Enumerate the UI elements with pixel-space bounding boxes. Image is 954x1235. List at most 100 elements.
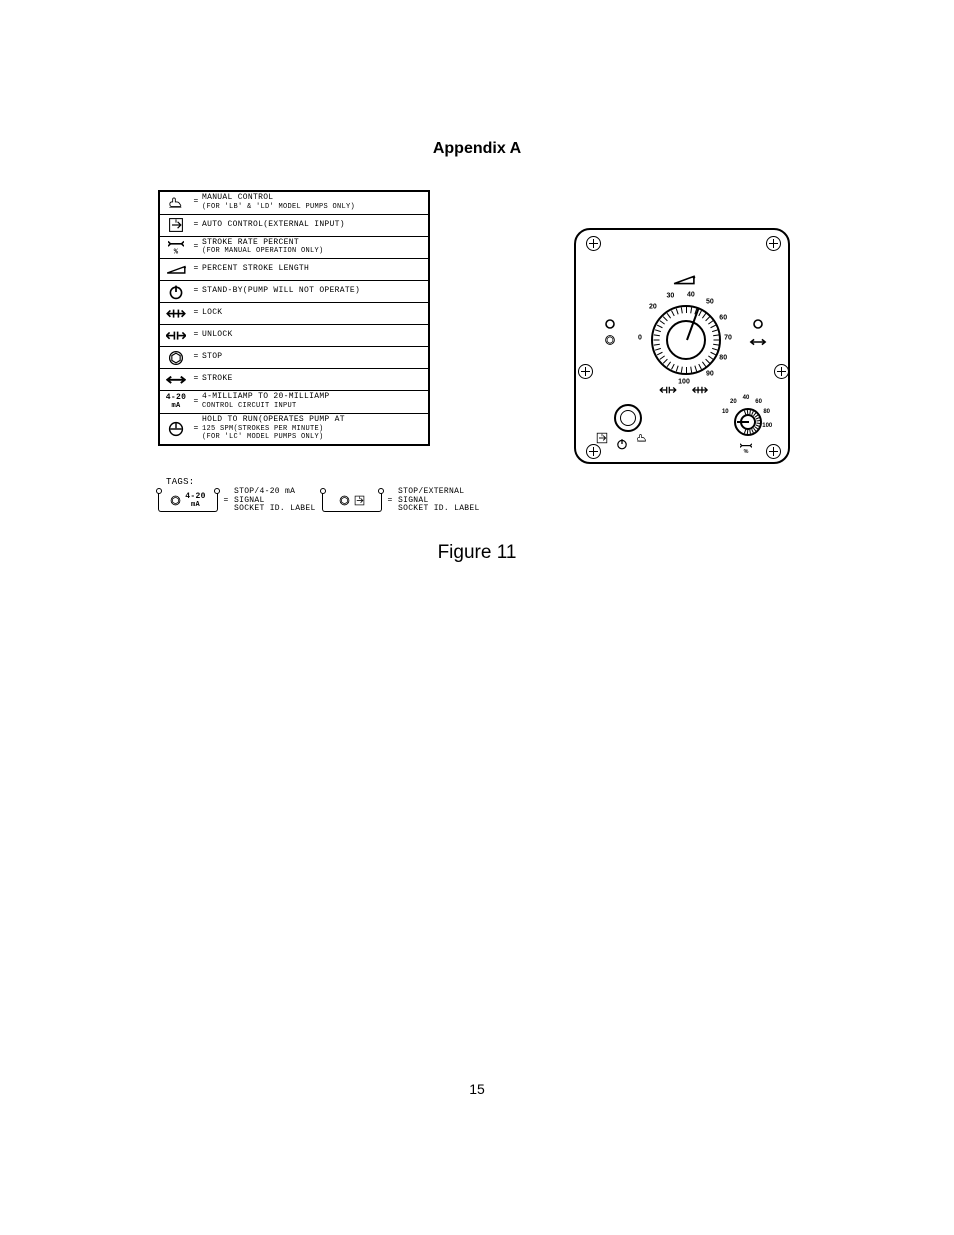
equals-sign: = xyxy=(190,198,202,207)
dial-label: 10 xyxy=(722,409,729,415)
four-twenty-icon: 4-20mA xyxy=(162,394,190,410)
legend-label: LOCK xyxy=(202,309,424,318)
legend-row: % =STROKE RATE PERCENT(FOR MANUAL OPERAT… xyxy=(160,237,428,260)
dial-label: 90 xyxy=(706,370,714,377)
dial-label: 60 xyxy=(719,315,727,322)
equals-sign: = xyxy=(190,398,202,407)
equals-sign: = xyxy=(190,331,202,340)
open-circle-icon xyxy=(605,319,616,330)
symbol-legend-table: =MANUAL CONTROL(FOR 'LB' & 'LD' MODEL PU… xyxy=(158,190,430,446)
screw-icon xyxy=(586,236,601,251)
legend-row: =HOLD TO RUN(OPERATES PUMP AT125 spm(STR… xyxy=(160,414,428,444)
legend-row: =STROKE xyxy=(160,369,428,391)
equals-sign: = xyxy=(190,221,202,230)
tags-section: TAGS: 4-20mA = STOP/4-20 mASIGNALSOCKET ID… xyxy=(158,476,518,514)
legend-label: MANUAL CONTROL(FOR 'LB' & 'LD' MODEL PUM… xyxy=(202,194,424,212)
wedge-icon xyxy=(162,265,190,275)
screw-icon xyxy=(774,364,789,379)
figure-caption: Figure 11 xyxy=(0,542,954,564)
legend-label: STROKE RATE PERCENT(FOR MANUAL OPERATION… xyxy=(202,239,424,257)
equals-sign: = xyxy=(190,375,202,384)
legend-row: =STAND-BY(PUMP WILL NOT OPERATE) xyxy=(160,281,428,303)
dial-label: 70 xyxy=(724,335,732,342)
standby-icon xyxy=(162,284,190,300)
equals-sign: = xyxy=(190,243,202,252)
auto-arrow-icon xyxy=(162,217,190,233)
standby-icon xyxy=(616,438,628,450)
screw-icon xyxy=(578,364,593,379)
hand-icon xyxy=(162,197,190,208)
unlock-icon xyxy=(660,385,677,394)
tag-label: STOP/EXTERNALSIGNALSOCKET ID. LABEL xyxy=(398,488,482,513)
rate-percent-icon: % xyxy=(740,442,752,454)
dial-label: 80 xyxy=(763,409,770,415)
mode-button xyxy=(614,404,642,432)
legend-label: STOP xyxy=(202,353,424,362)
control-panel-diagram: 0 20 30 40 50 60 70 80 90 100 xyxy=(574,228,790,464)
page-number: 15 xyxy=(0,1081,954,1097)
appendix-title: Appendix A xyxy=(0,140,954,158)
tags-heading: TAGS: xyxy=(166,478,518,487)
legend-row: =UNLOCK xyxy=(160,325,428,347)
stroke-icon xyxy=(750,338,767,346)
open-circle-icon xyxy=(753,319,764,330)
legend-row: =PERCENT STROKE LENGTH xyxy=(160,259,428,281)
dial-label: 20 xyxy=(730,399,737,405)
equals-sign: = xyxy=(386,497,394,505)
equals-sign: = xyxy=(222,497,230,505)
tag-socket-icon xyxy=(322,491,382,512)
dial-label: 0 xyxy=(638,335,642,342)
lock-icon xyxy=(162,308,190,319)
legend-row: =LOCK xyxy=(160,303,428,325)
rate-percent-icon: % xyxy=(162,239,190,255)
equals-sign: = xyxy=(190,309,202,318)
wedge-icon xyxy=(672,275,696,286)
hold-run-icon xyxy=(162,421,190,437)
legend-label: UNLOCK xyxy=(202,331,424,340)
dial-label: 100 xyxy=(678,379,690,386)
legend-row: =STOP xyxy=(160,347,428,369)
stroke-rate-dial xyxy=(734,408,762,436)
dial-label: 100 xyxy=(762,423,772,429)
auto-arrow-icon xyxy=(354,495,365,506)
unlock-icon xyxy=(162,330,190,341)
dial-label: 50 xyxy=(706,299,714,306)
stop-icon xyxy=(162,350,190,366)
legend-label: 4-MILLIAMP to 20-MILLIAMPCONTROL CIRCUIT… xyxy=(202,393,424,411)
four-twenty-icon: 4-20mA xyxy=(185,493,205,509)
tag-label: STOP/4-20 mASIGNALSOCKET ID. LABEL xyxy=(234,488,318,513)
dial-label: 40 xyxy=(743,395,750,401)
stop-icon xyxy=(605,335,616,346)
screw-icon xyxy=(766,236,781,251)
dial-label: 60 xyxy=(755,399,762,405)
legend-label: STAND-BY(PUMP WILL NOT OPERATE) xyxy=(202,287,424,296)
tag-socket-icon: 4-20mA xyxy=(158,491,218,512)
legend-label: HOLD TO RUN(OPERATES PUMP AT125 spm(STRO… xyxy=(202,416,424,442)
auto-arrow-icon xyxy=(596,432,608,444)
lock-icon xyxy=(692,385,709,394)
equals-sign: = xyxy=(190,425,202,434)
legend-label: STROKE xyxy=(202,375,424,384)
stroke-length-dial xyxy=(651,305,721,375)
legend-row: =AUTO CONTROL(EXTERNAL INPUT) xyxy=(160,215,428,237)
legend-row: =MANUAL CONTROL(FOR 'LB' & 'LD' MODEL PU… xyxy=(160,192,428,215)
document-page: Appendix A =MANUAL CONTROL(FOR 'LB' & 'L… xyxy=(0,0,954,1235)
screw-icon xyxy=(766,444,781,459)
dial-label: 40 xyxy=(687,291,695,298)
legend-row: 4-20mA=4-MILLIAMP to 20-MILLIAMPCONTROL … xyxy=(160,391,428,414)
equals-sign: = xyxy=(190,287,202,296)
dial-label: 30 xyxy=(666,293,674,300)
stroke-icon xyxy=(162,375,190,385)
stop-icon xyxy=(170,495,181,506)
equals-sign: = xyxy=(190,353,202,362)
legend-label: PERCENT STROKE LENGTH xyxy=(202,265,424,274)
stop-icon xyxy=(339,495,350,506)
svg-text:%: % xyxy=(744,449,749,454)
dial-label: 80 xyxy=(719,354,727,361)
hand-icon xyxy=(636,434,648,442)
legend-label: AUTO CONTROL(EXTERNAL INPUT) xyxy=(202,221,424,230)
svg-text:%: % xyxy=(174,249,179,256)
dial-label: 20 xyxy=(649,303,657,310)
equals-sign: = xyxy=(190,265,202,274)
screw-icon xyxy=(586,444,601,459)
